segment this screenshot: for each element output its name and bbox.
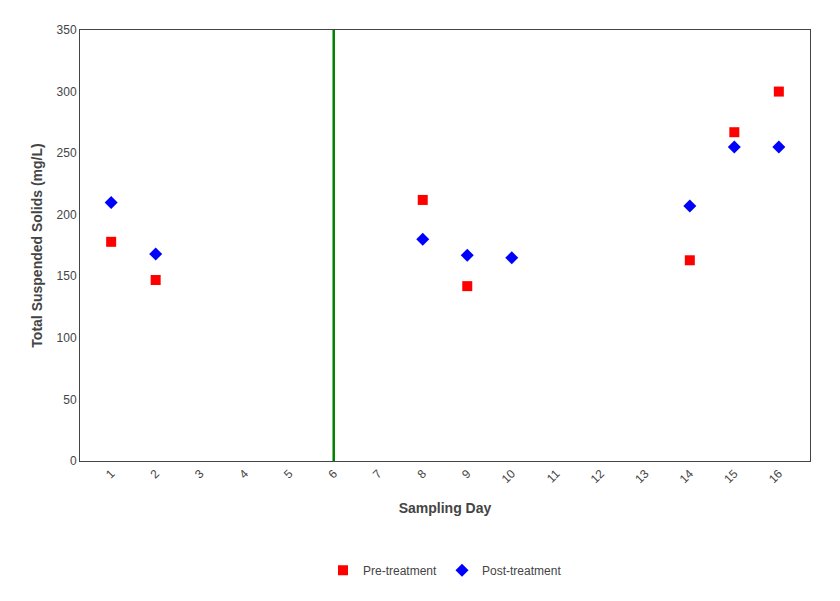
svg-text:150: 150 [57, 269, 77, 283]
svg-text:Total Suspended Solids (mg/L): Total Suspended Solids (mg/L) [29, 143, 45, 347]
svg-text:200: 200 [57, 208, 77, 222]
svg-text:6: 6 [325, 467, 340, 482]
svg-text:250: 250 [57, 146, 77, 160]
svg-text:Sampling Day: Sampling Day [399, 500, 492, 516]
svg-text:10: 10 [499, 467, 519, 487]
svg-text:16: 16 [766, 467, 786, 487]
svg-text:350: 350 [57, 23, 77, 37]
svg-text:Pre-treatment: Pre-treatment [363, 564, 437, 578]
svg-text:9: 9 [459, 467, 474, 482]
svg-text:Post-treatment: Post-treatment [482, 564, 561, 578]
svg-text:12: 12 [588, 467, 608, 487]
svg-text:5: 5 [281, 467, 296, 482]
svg-text:13: 13 [632, 467, 652, 487]
svg-text:11: 11 [544, 467, 563, 486]
svg-text:100: 100 [57, 331, 77, 345]
svg-text:15: 15 [721, 467, 741, 487]
svg-text:1: 1 [103, 467, 118, 482]
svg-text:2: 2 [147, 467, 162, 482]
svg-text:8: 8 [414, 467, 429, 482]
svg-text:7: 7 [370, 467, 385, 482]
svg-text:4: 4 [236, 467, 251, 482]
svg-text:0: 0 [70, 454, 77, 468]
svg-text:50: 50 [63, 393, 77, 407]
svg-text:14: 14 [677, 467, 697, 487]
svg-text:3: 3 [192, 467, 207, 482]
svg-text:300: 300 [57, 85, 77, 99]
